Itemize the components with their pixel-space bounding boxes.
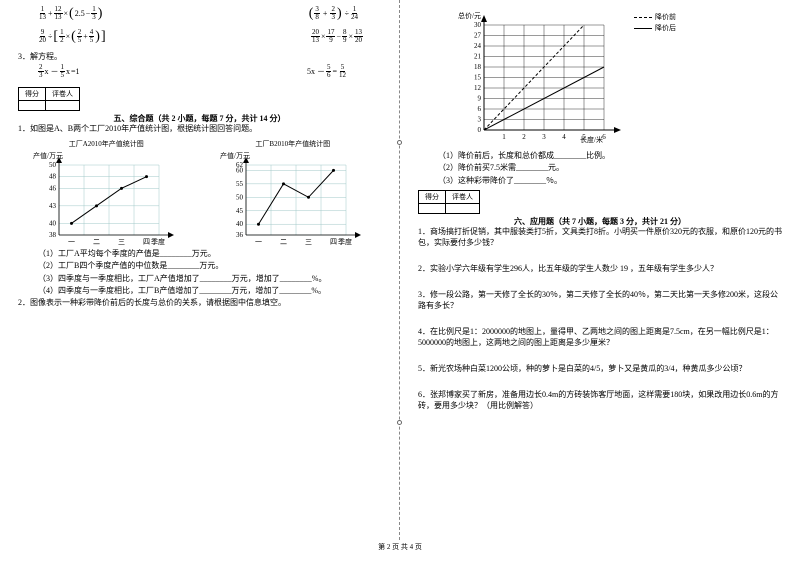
svg-text:二: 二 [280, 238, 287, 245]
grader-cell[interactable] [446, 204, 480, 214]
svg-text:45: 45 [236, 207, 244, 215]
s5-b: （2）工厂B四个季度产值的中位数是________万元。 [38, 261, 381, 271]
svg-text:一: 一 [255, 238, 262, 245]
svg-text:55: 55 [236, 180, 244, 188]
r2: （2）降价前买7.5米需________元。 [438, 163, 782, 173]
chart-b-title: 工厂B2010年产值统计图 [218, 139, 368, 149]
page-footer: 第 2 页 共 4 页 [0, 540, 800, 552]
s5-q1: 1．如图是A、B两个工厂2010年产值统计图，根据统计图回答问题。 [18, 124, 381, 134]
expr-3: 920 ÷ [ 12 × ( 25 + 45 ) ] [38, 29, 106, 44]
svg-text:24: 24 [474, 42, 482, 50]
svg-text:27: 27 [474, 32, 482, 40]
svg-text:4: 4 [562, 133, 566, 141]
svg-text:62: 62 [236, 161, 244, 169]
svg-text:四: 四 [143, 238, 150, 245]
expr-1: 113 + 1213 × ( 2.5− 13 ) [38, 6, 102, 21]
legend-solid-icon [634, 28, 652, 29]
q3-label: 3．解方程。 [18, 52, 381, 62]
svg-text:1: 1 [502, 133, 506, 141]
expr-4: 2013 × 179 − 89 × 1320 [311, 29, 363, 44]
q6-5: 5．新光农场种白菜1200公顷，种的萝卜是白菜的4/5，萝卜又是黄瓜的3/4，种… [418, 364, 782, 374]
grader-header: 评卷人 [446, 191, 480, 204]
svg-text:二: 二 [93, 238, 100, 245]
chart-a: 工厂A2010年产值统计图 产值/万元 季度 384043464850 一二三四 [31, 139, 181, 245]
legend-before: 降价前 [655, 12, 676, 22]
svg-text:三: 三 [305, 238, 312, 245]
legend-after: 降价后 [655, 23, 676, 33]
grader-header: 评卷人 [46, 88, 80, 101]
svg-text:12: 12 [474, 84, 482, 92]
q6-2: 2．实验小学六年级有学生296人，比五年级的学生人数少 19 ，五年级有学生多少… [418, 264, 782, 274]
legend: 降价前 降价后 [634, 12, 676, 145]
section-5-title: 五、综合题（共 2 小题，每题 7 分，共计 14 分） [18, 113, 381, 124]
svg-text:3: 3 [542, 133, 546, 141]
svg-text:季度: 季度 [151, 237, 165, 245]
svg-text:三: 三 [118, 238, 125, 245]
r1: （1）降价前后，长度和总价都成________比例。 [438, 151, 782, 161]
q6-3: 3．修一段公路，第一天修了全长的30％，第二天修了全长的40％，第二天比第一天多… [418, 290, 782, 311]
svg-text:总价/元: 总价/元 [458, 11, 481, 20]
svg-text:0: 0 [478, 126, 482, 134]
score-table: 得分评卷人 [18, 87, 80, 111]
svg-text:50: 50 [49, 161, 57, 169]
section-5-header: 得分评卷人 [18, 87, 381, 111]
svg-text:四: 四 [330, 238, 337, 245]
chart-a-svg: 产值/万元 季度 384043464850 一二三四 [31, 150, 181, 245]
right-column: 总价/元 036912151821242730 123456 长度/米 降价前 … [400, 0, 800, 540]
price-chart-svg: 总价/元 036912151821242730 123456 长度/米 [458, 10, 628, 145]
score-header: 得分 [19, 88, 46, 101]
s5-a: （1）工厂A平均每个季度的产值是________万元。 [38, 249, 381, 259]
svg-text:18: 18 [474, 63, 482, 71]
section-6-title: 六、应用题（共 7 小题，每题 3 分，共计 21 分） [418, 216, 782, 227]
s5-c: （3）四季度与一季度相比，工厂A产值增加了________万元，增加了_____… [38, 274, 381, 284]
expression-row-1: 113 + 1213 × ( 2.5− 13 ) ( 38 + 23 ) ÷ 1… [38, 6, 381, 21]
svg-text:40: 40 [236, 220, 244, 228]
expr-2: ( 38 + 23 ) ÷ 124 [309, 6, 359, 21]
expression-row-2: 920 ÷ [ 12 × ( 25 + 45 ) ] 2013 × 179 − … [38, 29, 381, 44]
q6-1: 1．商场搞打折促销，其中服装类打5折，文具类打8折。小明买一件原价320元的衣服… [418, 227, 782, 248]
equation-row: 23 x － 15 x =1 5x － 56 = 512 [38, 64, 381, 79]
score-cell[interactable] [19, 101, 46, 111]
svg-text:一: 一 [68, 238, 75, 245]
legend-dash-icon [634, 17, 652, 18]
svg-text:季度: 季度 [338, 237, 352, 245]
eq-2: 5x － 56 = 512 [307, 64, 347, 79]
svg-text:长度/米: 长度/米 [580, 135, 603, 144]
chart-b-svg: 产值/万元 季度 36404550556062 一二三四 [218, 150, 368, 245]
svg-text:6: 6 [478, 105, 482, 113]
section-6-header: 得分评卷人 [418, 190, 782, 214]
svg-text:15: 15 [474, 74, 482, 82]
svg-text:48: 48 [49, 172, 57, 180]
left-column: 113 + 1213 × ( 2.5− 13 ) ( 38 + 23 ) ÷ 1… [0, 0, 400, 540]
chart-b: 工厂B2010年产值统计图 产值/万元 季度 36404550556062 一二… [218, 139, 368, 245]
svg-text:2: 2 [522, 133, 526, 141]
score-table-6: 得分评卷人 [418, 190, 480, 214]
svg-text:30: 30 [474, 21, 482, 29]
right-chart-area: 总价/元 036912151821242730 123456 长度/米 降价前 … [418, 10, 782, 145]
svg-text:21: 21 [474, 53, 482, 61]
chart-a-title: 工厂A2010年产值统计图 [31, 139, 181, 149]
svg-text:9: 9 [478, 95, 482, 103]
grader-cell[interactable] [46, 101, 80, 111]
score-cell[interactable] [419, 204, 446, 214]
price-chart: 总价/元 036912151821242730 123456 长度/米 [458, 10, 628, 145]
svg-text:3: 3 [478, 116, 482, 124]
svg-text:38: 38 [49, 231, 57, 239]
svg-text:43: 43 [49, 202, 57, 210]
svg-text:50: 50 [236, 193, 244, 201]
svg-text:36: 36 [236, 231, 244, 239]
charts-ab: 工厂A2010年产值统计图 产值/万元 季度 384043464850 一二三四… [18, 139, 381, 245]
s5-q2: 2．图像表示一种彩带降价前后的长度与总价的关系，请根据图中信息填空。 [18, 298, 381, 308]
q6-6: 6．张邦博家买了新房，准备用边长0.4m的方砖装饰客厅地面，这样需要180块，如… [418, 390, 782, 411]
q6-4: 4．在比例尺是1：2000000的地图上，量得甲、乙两地之间的图上距离是7.5c… [418, 327, 782, 348]
svg-text:46: 46 [49, 184, 57, 192]
score-header: 得分 [419, 191, 446, 204]
r3: （3）这种彩带降价了________％。 [438, 176, 782, 186]
s5-d: （4）四季度与一季度相比，工厂B产值增加了________万元，增加了_____… [38, 286, 381, 296]
eq-1: 23 x － 15 x =1 [38, 64, 80, 79]
svg-text:40: 40 [49, 219, 57, 227]
